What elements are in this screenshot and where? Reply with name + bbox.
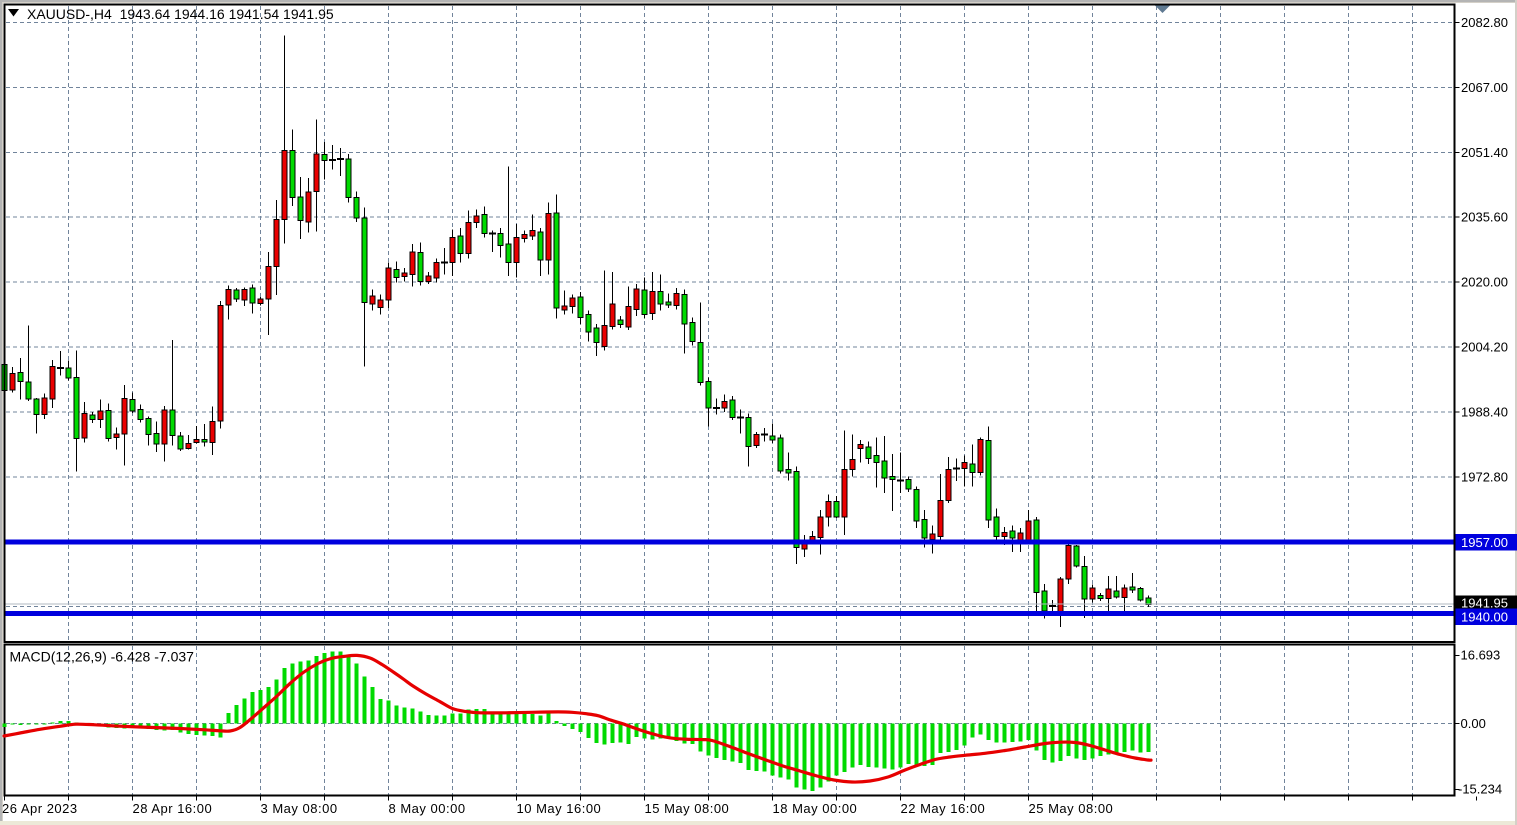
svg-text:15 May 08:00: 15 May 08:00 bbox=[645, 801, 730, 816]
svg-text:0.00: 0.00 bbox=[1461, 716, 1486, 731]
svg-text:2020.00: 2020.00 bbox=[1461, 275, 1508, 290]
svg-text:XAUUSD-,H4 1943.64 1944.16 19: XAUUSD-,H4 1943.64 1944.16 1941.54 1941.… bbox=[27, 6, 334, 22]
svg-text:1972.80: 1972.80 bbox=[1461, 469, 1508, 484]
svg-text:18 May 00:00: 18 May 00:00 bbox=[773, 801, 858, 816]
svg-text:2082.80: 2082.80 bbox=[1461, 15, 1508, 30]
svg-text:26 Apr 2023: 26 Apr 2023 bbox=[2, 801, 78, 816]
svg-text:1941.95: 1941.95 bbox=[1461, 596, 1508, 611]
svg-text:22 May 16:00: 22 May 16:00 bbox=[901, 801, 986, 816]
svg-text:25 May 08:00: 25 May 08:00 bbox=[1029, 801, 1114, 816]
svg-text:28 Apr 16:00: 28 Apr 16:00 bbox=[133, 801, 213, 816]
svg-text:1940.00: 1940.00 bbox=[1461, 610, 1508, 625]
svg-text:2035.60: 2035.60 bbox=[1461, 210, 1508, 225]
svg-text:16.693: 16.693 bbox=[1461, 648, 1501, 663]
svg-text:2067.00: 2067.00 bbox=[1461, 80, 1508, 95]
svg-text:MACD(12,26,9) -6.428 -7.037: MACD(12,26,9) -6.428 -7.037 bbox=[10, 649, 195, 665]
svg-text:-15.234: -15.234 bbox=[1458, 782, 1502, 797]
svg-text:2051.40: 2051.40 bbox=[1461, 145, 1508, 160]
svg-text:10 May 16:00: 10 May 16:00 bbox=[517, 801, 602, 816]
svg-text:1988.40: 1988.40 bbox=[1461, 404, 1508, 419]
svg-text:8 May 00:00: 8 May 00:00 bbox=[389, 801, 466, 816]
svg-text:1957.00: 1957.00 bbox=[1461, 535, 1508, 550]
svg-text:2004.20: 2004.20 bbox=[1461, 340, 1508, 355]
svg-text:3 May 08:00: 3 May 08:00 bbox=[261, 801, 338, 816]
